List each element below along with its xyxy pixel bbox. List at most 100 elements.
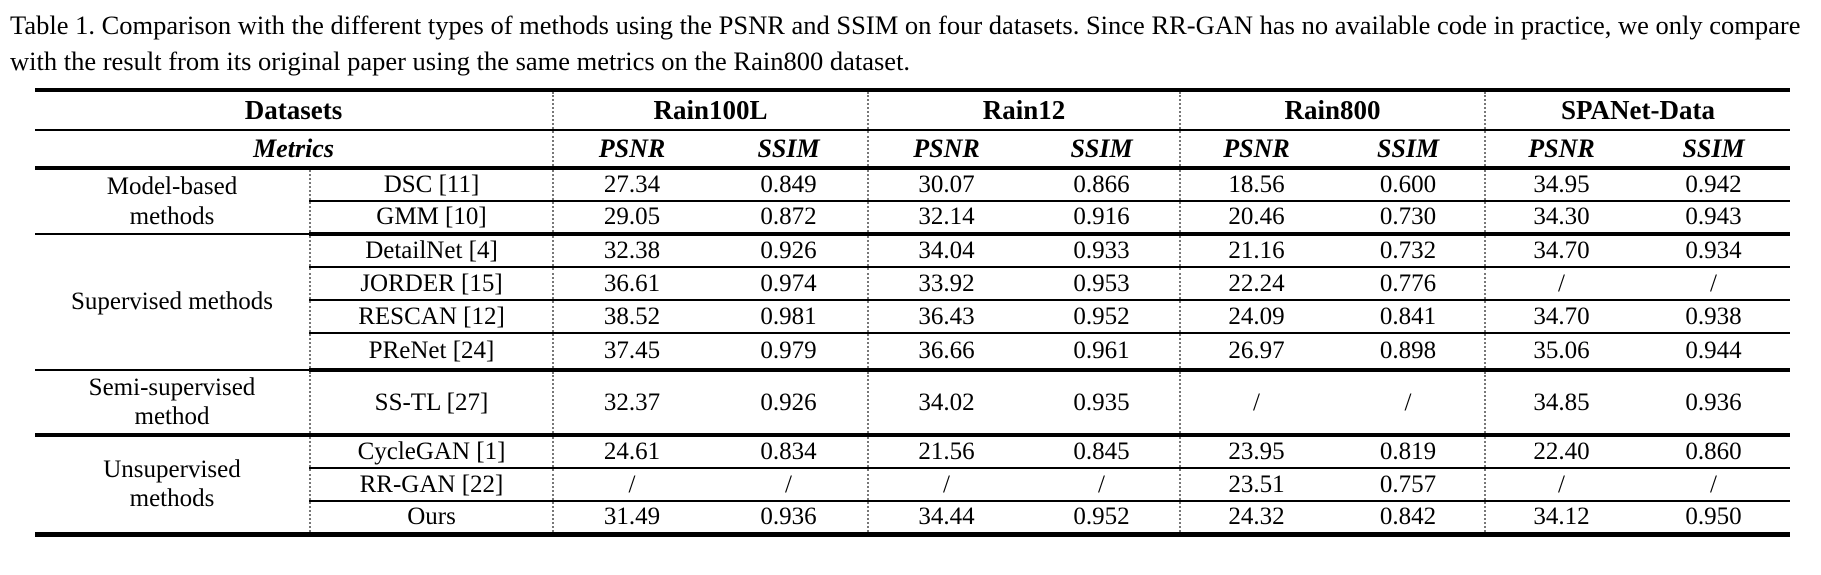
ssim-cell: 0.935 bbox=[1024, 370, 1181, 438]
header-ssim-spanet: SSIM bbox=[1637, 130, 1791, 171]
psnr-cell: 24.09 bbox=[1179, 300, 1333, 335]
results-table: Datasets Rain100L Rain12 Rain800 SPANet-… bbox=[35, 88, 1791, 537]
ssim-cell: 0.819 bbox=[1332, 435, 1486, 470]
header-datasets: Datasets bbox=[35, 90, 554, 132]
ssim-cell: 0.845 bbox=[1024, 435, 1181, 470]
psnr-cell: 23.51 bbox=[1179, 468, 1333, 503]
ssim-cell: 0.842 bbox=[1379, 502, 1437, 530]
ssim-cell: 0.916 bbox=[1024, 201, 1181, 237]
psnr-cell: 18.56 bbox=[1179, 168, 1333, 203]
slash-cell: / bbox=[1484, 267, 1638, 302]
psnr-cell: 34.02 bbox=[867, 370, 1025, 438]
method-cell: GMM [10] bbox=[308, 201, 554, 237]
ssim-cell: 0.974 bbox=[710, 267, 869, 302]
ssim-cell: 0.953 bbox=[1024, 267, 1181, 302]
psnr-cell: 30.07 bbox=[867, 168, 1025, 203]
ssim-cell: 0.849 bbox=[710, 168, 869, 203]
ssim-cell: 0.944 bbox=[1637, 333, 1791, 373]
psnr-cell: 34.70 bbox=[1484, 300, 1638, 335]
psnr-cell: 32.37 bbox=[552, 370, 711, 438]
psnr-cell: 34.44 bbox=[867, 501, 1025, 535]
method-cell: CycleGAN [1] bbox=[308, 435, 554, 470]
slash-cell: / bbox=[710, 468, 869, 503]
psnr-cell: 29.05 bbox=[552, 201, 711, 237]
ssim-cell: 0.757 bbox=[1332, 468, 1486, 503]
ssim-cell: 0.981 bbox=[710, 300, 869, 335]
table-row-jorder: JORDER [15] 36.61 0.974 33.92 0.953 22.2… bbox=[35, 267, 1791, 302]
psnr-cell: 22.40 bbox=[1484, 435, 1638, 470]
psnr-cell: 35.06 bbox=[1484, 333, 1638, 373]
slash-cell: / bbox=[1637, 267, 1791, 302]
ssim-cell: 0.933 bbox=[1024, 234, 1181, 269]
method-cell: RR-GAN [22] bbox=[308, 468, 554, 503]
psnr-cell: 34.30 bbox=[1484, 201, 1638, 237]
slash-cell: / bbox=[1484, 468, 1638, 503]
header-psnr-rain100l: PSNR bbox=[552, 130, 711, 171]
ssim-cell: 0.834 bbox=[710, 435, 869, 470]
header-row-metrics: Metrics PSNR SSIM PSNR SSIM PSNR SSIM PS… bbox=[35, 130, 1791, 171]
psnr-cell: 20.46 bbox=[1179, 201, 1333, 237]
psnr-cell: 37.45 bbox=[552, 333, 711, 373]
category-semi-supervised: Semi-supervised method bbox=[35, 370, 310, 438]
header-psnr-spanet: PSNR bbox=[1484, 130, 1638, 171]
header-metrics: Metrics bbox=[35, 130, 554, 171]
psnr-cell: 34.70 bbox=[1484, 234, 1638, 269]
category-label: Supervised methods bbox=[70, 288, 274, 316]
ssim-cell: 0.936 bbox=[760, 502, 817, 530]
slash-cell: / bbox=[1179, 370, 1333, 438]
table-caption: Table 1. Comparison with the different t… bbox=[10, 10, 1801, 77]
ssim-cell: 0.934 bbox=[1637, 234, 1791, 269]
ssim-cell: 0.600 bbox=[1332, 168, 1486, 203]
psnr-cell: 32.14 bbox=[867, 201, 1025, 237]
psnr-cell: 34.04 bbox=[867, 234, 1025, 269]
method-cell: PReNet [24] bbox=[308, 333, 554, 373]
ssim-cell: 0.872 bbox=[710, 201, 869, 237]
ssim-cell: 0.943 bbox=[1637, 201, 1791, 237]
category-unsupervised: Unsupervised methods bbox=[35, 435, 310, 534]
ssim-cell: 0.732 bbox=[1332, 234, 1486, 269]
table-row-sstl: Semi-supervised method SS-TL [27] 32.37 … bbox=[35, 370, 1791, 438]
psnr-cell: 32.38 bbox=[552, 234, 711, 269]
ssim-cell: 0.866 bbox=[1024, 168, 1181, 203]
ssim-cell: 0.952 bbox=[1024, 300, 1181, 335]
psnr-cell: 27.34 bbox=[552, 168, 711, 203]
psnr-cell: 24.32 bbox=[1179, 501, 1333, 535]
method-cell: JORDER [15] bbox=[308, 267, 554, 302]
ssim-cell: 0.926 bbox=[710, 370, 869, 438]
psnr-cell: 36.61 bbox=[552, 267, 711, 302]
ssim-cell: 0.952 bbox=[1073, 502, 1130, 530]
psnr-cell: 21.16 bbox=[1179, 234, 1333, 269]
slash-cell: / bbox=[1637, 468, 1791, 503]
ssim-cell: 0.730 bbox=[1332, 201, 1486, 237]
ssim-cell: 0.776 bbox=[1332, 267, 1486, 302]
header-group-rain100l: Rain100L bbox=[552, 90, 869, 132]
psnr-cell: 36.43 bbox=[867, 300, 1025, 335]
header-group-rain800: Rain800 bbox=[1179, 90, 1486, 132]
header-ssim-rain800: SSIM bbox=[1332, 130, 1486, 171]
table-row-prenet: PReNet [24] 37.45 0.979 36.66 0.961 26.9… bbox=[35, 333, 1791, 373]
header-row-datasets: Datasets Rain100L Rain12 Rain800 SPANet-… bbox=[35, 90, 1791, 132]
table-row-rescan: RESCAN [12] 38.52 0.981 36.43 0.952 24.0… bbox=[35, 300, 1791, 335]
table-row-ours: Ours 31.49 0.936 34.44 0.952 24.32 0.842… bbox=[35, 501, 1790, 535]
table-row-dsc: Model-based methods DSC [11] 27.34 0.849… bbox=[35, 168, 1791, 236]
slash-cell: / bbox=[867, 468, 1025, 503]
slash-cell: / bbox=[552, 468, 711, 503]
header-group-rain12: Rain12 bbox=[867, 90, 1181, 132]
slash-cell: / bbox=[1024, 468, 1181, 503]
table-row-rrgan: RR-GAN [22] / / / / 23.51 0.757 / / bbox=[35, 468, 1791, 503]
psnr-cell: 23.95 bbox=[1179, 435, 1333, 470]
method-cell: RESCAN [12] bbox=[308, 300, 554, 335]
ssim-cell: 0.926 bbox=[710, 234, 869, 269]
method-cell: Ours bbox=[308, 501, 554, 535]
category-label: Model-based methods bbox=[106, 173, 238, 230]
method-cell: DSC [11] bbox=[308, 168, 554, 203]
psnr-cell: 34.12 bbox=[1484, 501, 1638, 535]
ssim-cell: 0.936 bbox=[1637, 370, 1791, 438]
psnr-cell: 38.52 bbox=[552, 300, 711, 335]
method-cell: SS-TL [27] bbox=[308, 370, 554, 438]
header-ssim-rain100l: SSIM bbox=[710, 130, 869, 171]
ssim-cell: 0.979 bbox=[710, 333, 869, 373]
psnr-cell: 22.24 bbox=[1179, 267, 1333, 302]
category-model-based: Model-based methods bbox=[35, 168, 310, 236]
